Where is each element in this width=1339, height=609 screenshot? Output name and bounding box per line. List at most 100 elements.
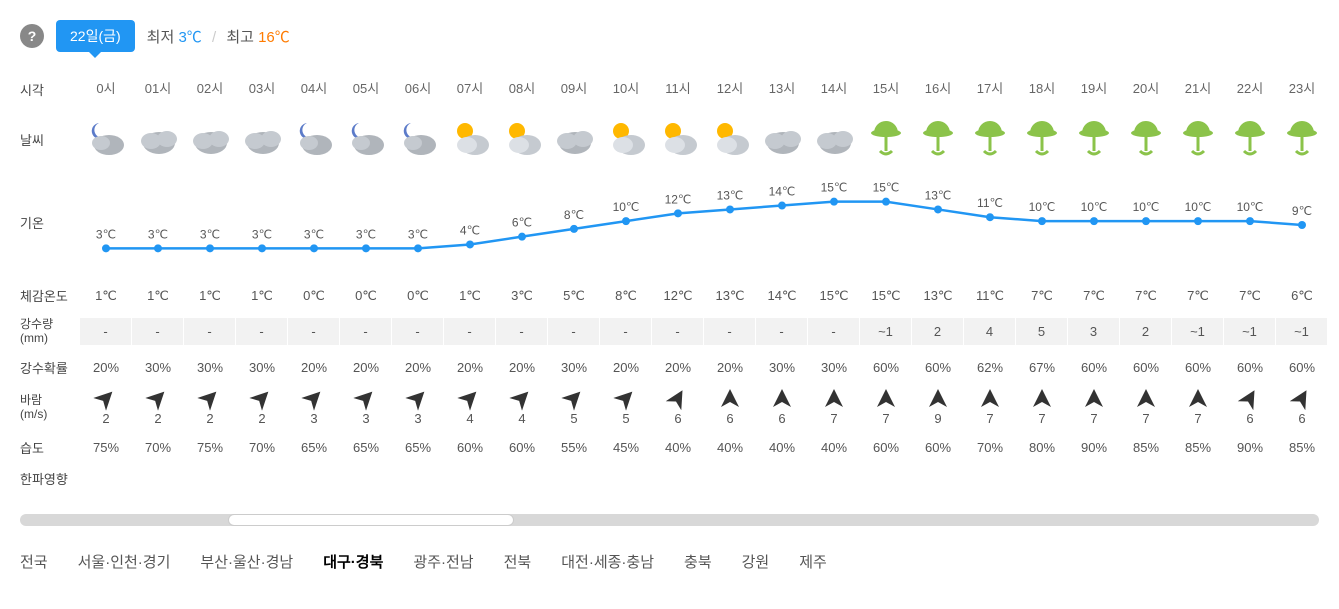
region-tab[interactable]: 대구·경북 [323,551,383,572]
precip-cell: 4 [964,318,1016,345]
temp-label: 6℃ [512,216,532,230]
wind-cell: 7 [1172,383,1224,432]
horizontal-scrollbar[interactable] [20,514,1319,526]
feels-cell: 12℃ [652,282,704,310]
temp-label: 11℃ [977,196,1003,210]
rain-icon [1224,107,1276,172]
temp-label: 3℃ [408,227,428,241]
help-icon[interactable]: ? [20,24,44,48]
temp-point [778,202,786,210]
hour-cell: 02시 [184,72,236,107]
wind-cell: 7 [964,383,1016,432]
wind-cell: 5 [600,383,652,432]
coldwave-cell [288,472,340,484]
hour-cell: 22시 [1224,72,1276,107]
rain-icon [1276,107,1328,172]
temp-point [726,205,734,213]
temp-point [258,244,266,252]
temp-point [310,244,318,252]
humidity-cell: 60% [444,434,496,461]
region-tab[interactable]: 제주 [799,551,827,572]
hour-cell: 18시 [1016,72,1068,107]
precip-cell: ~1 [860,318,912,345]
temp-point [882,198,890,206]
humidity-cell: 90% [1068,434,1120,461]
humidity-cell: 85% [1120,434,1172,461]
temp-point [674,209,682,217]
wind-cell: 3 [392,383,444,432]
precip-cell: - [704,318,756,345]
precip-prob-cell: 20% [652,354,704,381]
precip-cell: - [756,318,808,345]
feels-cell: 0℃ [340,282,392,310]
feels-cell: 13℃ [704,282,756,310]
precip-cell: - [288,318,340,345]
night-cloudy-icon [288,107,340,172]
hour-cell: 04시 [288,72,340,107]
precip-cell: - [236,318,288,345]
hour-cell: 13시 [756,72,808,107]
min-value: 3℃ [178,29,201,46]
temp-label: 13℃ [717,188,744,202]
hour-cell: 07시 [444,72,496,107]
cloudy-icon [548,107,600,172]
precip-cell: - [808,318,860,345]
temp-label: 10℃ [1081,200,1108,214]
humidity-cell: 60% [496,434,548,461]
hour-cell: 23시 [1276,72,1328,107]
temp-point [1142,217,1150,225]
hour-cell: 12시 [704,72,756,107]
temp-point [102,244,110,252]
wind-cell: 2 [184,383,236,432]
precip-cell: 3 [1068,318,1120,345]
precip-prob-cell: 60% [1172,354,1224,381]
coldwave-cell [1120,472,1172,484]
temp-label: 10℃ [613,200,640,214]
humidity-cell: 70% [964,434,1016,461]
wind-cell: 6 [1276,383,1328,432]
humidity-cell: 90% [1224,434,1276,461]
precip-prob-cell: 20% [444,354,496,381]
hour-cell: 14시 [808,72,860,107]
region-tab[interactable]: 강원 [742,551,770,572]
temp-label: 9℃ [1292,204,1312,218]
temp-label: 4℃ [460,223,480,237]
humidity-cell: 70% [236,434,288,461]
feels-cell: 3℃ [496,282,548,310]
region-tab[interactable]: 전북 [504,551,532,572]
rain-icon [1068,107,1120,172]
precip-prob-cell: 20% [704,354,756,381]
temp-label: 3℃ [148,227,168,241]
precip-prob-cell: 30% [184,354,236,381]
region-tab[interactable]: 서울·인천·경기 [78,551,171,572]
temp-point [1038,217,1046,225]
hour-cell: 16시 [912,72,964,107]
region-tab[interactable]: 충북 [684,551,712,572]
row-label: 강수확률 [20,352,80,383]
temp-label: 10℃ [1185,200,1212,214]
precip-cell: - [132,318,184,345]
temperature-chart: 3℃3℃3℃3℃3℃3℃3℃4℃6℃8℃10℃12℃13℃14℃15℃15℃13… [80,172,1328,272]
feels-cell: 15℃ [808,282,860,310]
feels-cell: 1℃ [236,282,288,310]
precip-cell: - [496,318,548,345]
wind-cell: 3 [340,383,392,432]
temp-point [1246,217,1254,225]
row-label: 체감온도 [20,280,80,311]
coldwave-cell [340,472,392,484]
region-tab[interactable]: 대전·세종·충남 [561,551,654,572]
region-tab[interactable]: 광주·전남 [413,551,473,572]
temp-point [570,225,578,233]
humidity-cell: 75% [80,434,132,461]
region-tab[interactable]: 부산·울산·경남 [200,551,293,572]
wind-cell: 7 [1120,383,1172,432]
coldwave-cell [132,472,184,484]
date-chip[interactable]: 22일(금) [56,20,135,52]
wind-cell: 7 [860,383,912,432]
region-tab[interactable]: 전국 [20,551,48,572]
row-label: 바람 (m/s) [20,387,80,428]
scrollbar-thumb[interactable] [228,514,514,526]
wind-cell: 2 [132,383,184,432]
humidity-cell: 40% [808,434,860,461]
precip-prob-cell: 30% [548,354,600,381]
